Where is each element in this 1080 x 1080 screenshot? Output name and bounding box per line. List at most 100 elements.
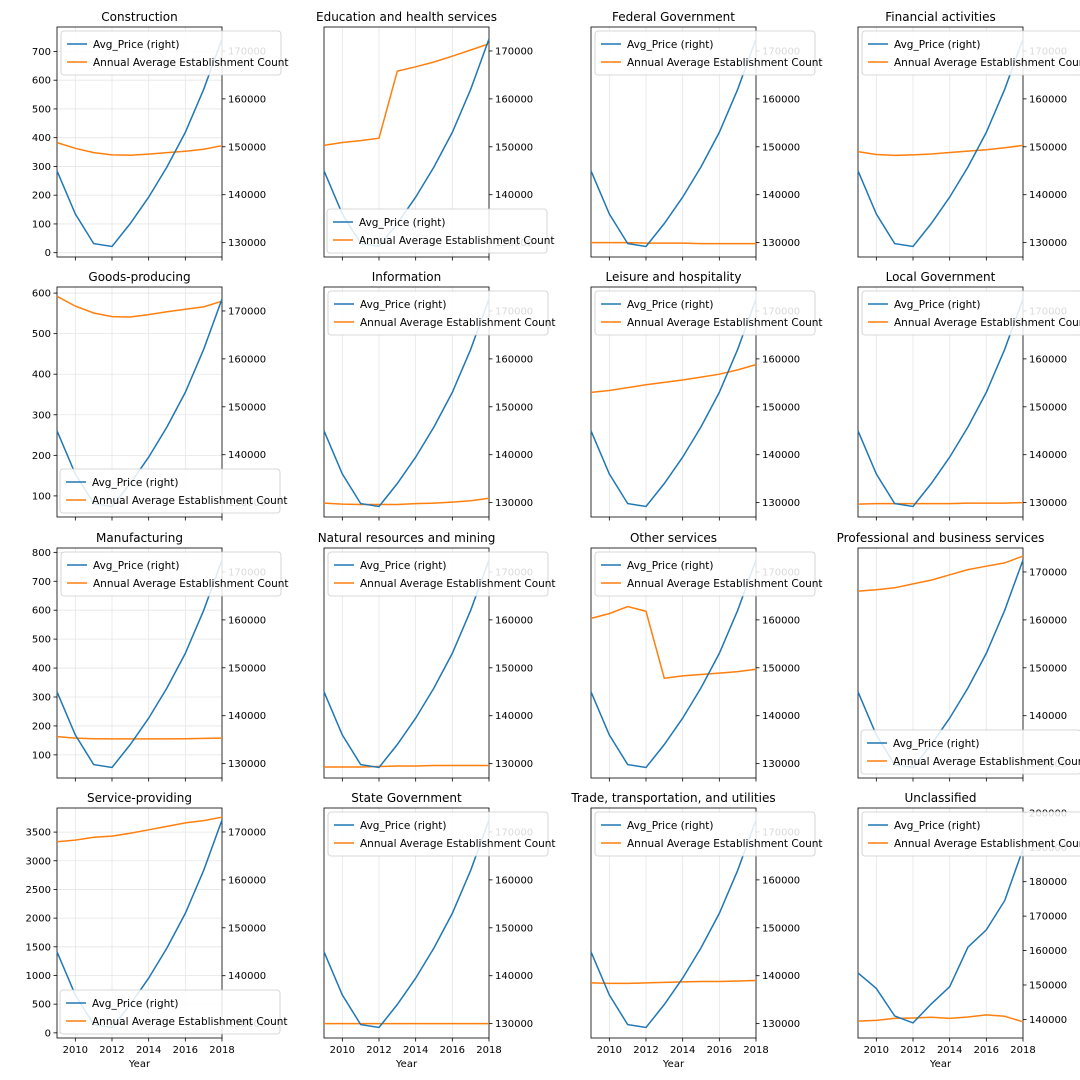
- chart-panel: Unclassified 140000 150000 160000 170000 1800…: [857, 791, 1080, 1070]
- legend-avg-price-label: Avg_Price (right): [627, 39, 714, 51]
- axes-frame: [857, 807, 1024, 1039]
- avg-price-line: [590, 298, 757, 508]
- left-tick-label: 300: [32, 410, 51, 421]
- right-tick-label: 150000: [762, 923, 800, 934]
- legend-establishments-label: Annual Average Establishment Count: [92, 495, 288, 507]
- right-tick-label: 150000: [495, 923, 533, 934]
- right-tick-label: 130000: [762, 238, 800, 249]
- right-tick-label: 130000: [228, 759, 266, 770]
- x-axis-label: Year: [128, 1059, 151, 1070]
- right-tick-label: 160000: [495, 615, 533, 626]
- right-tick-label: 130000: [762, 1019, 800, 1030]
- right-tick-label: 140000: [762, 450, 800, 461]
- legend-box: [59, 468, 281, 514]
- right-tick-label: 150000: [495, 142, 533, 153]
- axes-frame: [323, 547, 490, 779]
- left-tick-label: 800: [32, 548, 51, 559]
- x-tick-label: 2012: [633, 1045, 658, 1056]
- legend-box: [594, 811, 816, 857]
- axes-frame: [56, 547, 223, 779]
- right-tick-label: 170000: [1029, 912, 1067, 923]
- right-tick-label: 140000: [762, 190, 800, 201]
- left-tick-label: 3500: [26, 828, 51, 839]
- right-tick-label: 160000: [495, 875, 533, 886]
- legend-establishments-label: Annual Average Establishment Count: [93, 57, 289, 69]
- axes-frame: [323, 286, 490, 518]
- legend-establishments-label: Annual Average Establishment Count: [360, 317, 556, 329]
- right-tick-label: 160000: [1029, 946, 1067, 957]
- establishment-count-line: [56, 295, 223, 318]
- legend-avg-price-label: Avg_Price (right): [92, 477, 179, 489]
- legend-box: [327, 290, 549, 336]
- x-tick-label: 2016: [440, 1045, 465, 1056]
- right-tick-label: 160000: [762, 875, 800, 886]
- left-tick-label: 600: [32, 606, 51, 617]
- avg-price-line: [590, 559, 757, 769]
- chart-panel: Natural resources and mining 130000 140000…: [318, 531, 556, 782]
- x-axis-label: Year: [395, 1059, 418, 1070]
- left-tick-label: 500: [32, 329, 51, 340]
- legend: Avg_Price (right) Annual Average Establis…: [594, 30, 823, 76]
- legend-avg-price-label: Avg_Price (right): [894, 39, 981, 51]
- axes-frame: [857, 547, 1024, 779]
- avg-price-line: [56, 559, 223, 769]
- left-tick-label: 0: [45, 1028, 51, 1039]
- right-tick-label: 170000: [228, 306, 266, 317]
- right-tick-label: 140000: [1029, 450, 1067, 461]
- chart-panel: Federal Government 130000 140000 150000 1600…: [590, 10, 823, 261]
- legend-avg-price-label: Avg_Price (right): [893, 738, 980, 750]
- legend: Avg_Price (right) Annual Average Establis…: [59, 468, 288, 514]
- right-tick-label: 140000: [1029, 190, 1067, 201]
- legend-avg-price-label: Avg_Price (right): [894, 299, 981, 311]
- legend-avg-price-label: Avg_Price (right): [360, 299, 447, 311]
- legend: Avg_Price (right) Annual Average Establis…: [327, 551, 556, 597]
- left-tick-label: 200: [32, 191, 51, 202]
- left-tick-label: 300: [32, 162, 51, 173]
- left-tick-label: 200: [32, 721, 51, 732]
- left-tick-label: 300: [32, 692, 51, 703]
- legend-avg-price-label: Avg_Price (right): [93, 39, 180, 51]
- legend-avg-price-label: Avg_Price (right): [359, 217, 446, 229]
- legend: Avg_Price (right) Annual Average Establis…: [861, 30, 1080, 76]
- legend-avg-price-label: Avg_Price (right): [93, 560, 180, 572]
- right-tick-label: 130000: [1029, 498, 1067, 509]
- x-tick-label: 2016: [974, 1045, 999, 1056]
- right-tick-label: 150000: [228, 923, 266, 934]
- legend: Avg_Price (right) Annual Average Establis…: [326, 208, 555, 254]
- establishment-count-line: [590, 979, 757, 985]
- chart-panel: Education and health services13000014000…: [316, 10, 555, 261]
- left-tick-label: 3000: [26, 856, 51, 867]
- x-tick-label: 2018: [743, 1045, 768, 1056]
- x-tick-label: 2010: [864, 1045, 889, 1056]
- x-tick-label: 2018: [1010, 1045, 1035, 1056]
- x-tick-label: 2012: [900, 1045, 925, 1056]
- x-tick-label: 2014: [670, 1045, 695, 1056]
- right-tick-label: 150000: [762, 402, 800, 413]
- panel-title: Education and health services: [316, 10, 497, 24]
- legend-box: [327, 551, 549, 597]
- right-tick-label: 160000: [495, 354, 533, 365]
- legend-avg-price-label: Avg_Price (right): [627, 820, 714, 832]
- right-tick-label: 130000: [495, 498, 533, 509]
- panel-title: Other services: [630, 531, 717, 545]
- left-tick-label: 500: [32, 635, 51, 646]
- right-tick-label: 160000: [1029, 354, 1067, 365]
- legend: Avg_Price (right) Annual Average Establis…: [594, 551, 823, 597]
- right-tick-label: 160000: [228, 875, 266, 886]
- x-tick-label: 2014: [403, 1045, 428, 1056]
- establishment-count-line: [324, 764, 489, 768]
- right-tick-label: 140000: [495, 971, 533, 982]
- right-tick-label: 130000: [495, 1019, 533, 1030]
- legend-box: [594, 30, 816, 76]
- x-tick-label: 2018: [209, 1045, 234, 1056]
- panel-title: Natural resources and mining: [318, 531, 496, 545]
- left-tick-label: 100: [32, 219, 51, 230]
- x-tick-label: 2018: [476, 1045, 501, 1056]
- right-tick-label: 140000: [228, 450, 266, 461]
- right-tick-label: 130000: [228, 238, 266, 249]
- left-tick-label: 400: [32, 664, 51, 675]
- right-tick-label: 140000: [762, 711, 800, 722]
- left-tick-label: 500: [32, 104, 51, 115]
- panel-title: Federal Government: [612, 10, 735, 24]
